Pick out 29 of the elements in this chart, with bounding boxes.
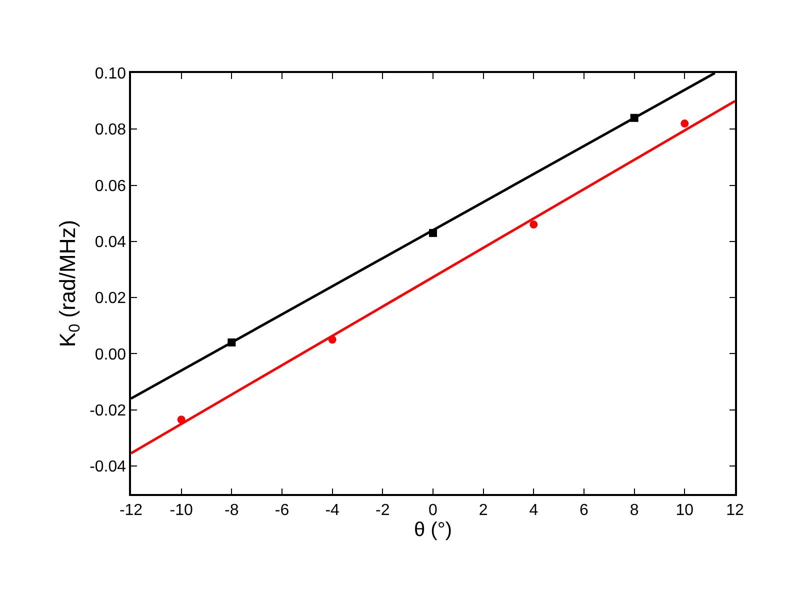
x-tick-label: -6 <box>274 502 290 519</box>
y-tick-label: 0.06 <box>94 178 126 195</box>
y-tick-label: 0.10 <box>94 66 126 83</box>
y-tick-label: 0.08 <box>94 122 126 139</box>
y-tick-label: 0.04 <box>94 234 126 251</box>
x-axis-title: θ (°) <box>414 518 452 541</box>
y-tick-label: 0.02 <box>94 290 126 308</box>
point <box>680 120 689 128</box>
y-tick-label: -0.02 <box>90 402 126 420</box>
x-tick-label: 8 <box>630 502 639 519</box>
x-tick-label: -2 <box>376 502 390 519</box>
x-tick-label: -8 <box>224 502 239 519</box>
point <box>328 336 336 344</box>
x-tick-label: -12 <box>119 502 143 519</box>
x-tick-label: 6 <box>580 502 589 519</box>
x-tick-label: 0 <box>428 502 438 519</box>
point <box>530 220 538 229</box>
x-tick-label: 2 <box>478 502 488 519</box>
y-tick-label: 0.00 <box>94 346 126 364</box>
point <box>429 228 437 237</box>
x-tick-label: 10 <box>676 502 694 519</box>
y-tick-label: -0.04 <box>90 458 126 476</box>
point <box>177 416 186 424</box>
x-tick-label: -10 <box>170 502 193 519</box>
point <box>630 114 638 122</box>
x-tick-label: 4 <box>529 502 538 519</box>
point <box>228 338 236 346</box>
x-tick-label: -4 <box>325 502 340 519</box>
x-tick-label: 12 <box>726 502 744 519</box>
